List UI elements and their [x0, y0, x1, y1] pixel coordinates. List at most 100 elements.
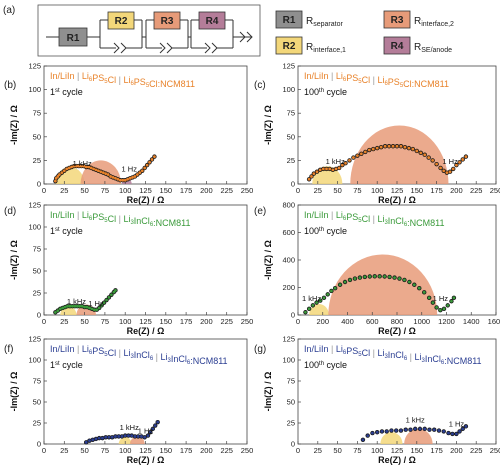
cell-config-label: In/LiIn | Li6PS5Cl | Li3InCl6 | Li3InCl6… — [50, 344, 228, 366]
cell-text: PS — [92, 73, 104, 83]
frequency-annotation: 1 kHz — [302, 294, 321, 303]
cell-subscript: 6 — [343, 77, 347, 83]
data-point — [92, 167, 95, 171]
data-point — [107, 296, 111, 299]
data-point — [375, 146, 379, 150]
data-point — [411, 147, 415, 151]
data-point — [325, 167, 328, 171]
circuit-r3 — [153, 11, 181, 30]
data-point — [455, 163, 458, 167]
x-tick-label: 75 — [101, 186, 109, 195]
data-point — [148, 430, 152, 434]
cycle-label: 1st cycle — [50, 360, 83, 370]
data-point — [461, 427, 465, 431]
cell-separator: | — [75, 210, 82, 220]
data-point — [145, 163, 149, 167]
x-tick-label: 50 — [333, 446, 341, 455]
data-point — [97, 169, 100, 173]
data-point — [78, 304, 82, 308]
frequency-annotation: 1 Hz — [138, 426, 154, 435]
x-tick-label: 175 — [430, 186, 443, 195]
cycle-superscript: st — [55, 227, 60, 233]
legend-text-r1: Rseparator — [306, 16, 343, 28]
y-tick-label: 50 — [287, 132, 295, 141]
y-tick-label: 25 — [33, 289, 41, 298]
x-tick-label: 25 — [314, 446, 322, 455]
y-tick-label: 125 — [28, 335, 41, 344]
cell-text: Cl — [108, 348, 117, 358]
cell-config-label: In/LiIn | Li6PS5Cl | Li6PS5Cl:NCM811 — [304, 71, 449, 89]
data-point — [114, 435, 117, 438]
legend-code-r4: R4 — [391, 41, 404, 52]
data-point — [322, 296, 326, 300]
panel-label: (e) — [254, 206, 266, 217]
data-point — [371, 147, 375, 151]
cell-subscript: 6 — [441, 360, 445, 366]
x-tick-label: 50 — [80, 186, 88, 195]
y-tick-label: 125 — [28, 62, 41, 71]
nyquist-panel: (d) 0 25 50 75 100 125 150 175 200 225 250 0 25 50 75 10… — [4, 201, 253, 337]
data-point — [428, 428, 431, 432]
x-tick-label: 25 — [60, 186, 68, 195]
x-tick-label: 200 — [200, 186, 213, 195]
data-point — [423, 153, 427, 157]
frequency-annotation: 1 Hz — [449, 420, 465, 429]
cell-text: InCl — [388, 216, 404, 226]
data-point — [318, 168, 322, 172]
cell-text: Cl:NCM811 — [149, 79, 195, 89]
y-tick-label: 0 — [37, 440, 41, 449]
data-point — [85, 305, 89, 309]
cell-text: InCl — [388, 350, 404, 360]
y-tick-label: 75 — [287, 109, 295, 118]
cycle-label: 100th cycle — [304, 360, 347, 370]
data-point — [133, 175, 137, 178]
cell-text: Cl — [362, 75, 371, 85]
frequency-annotation: 1 kHz — [73, 159, 92, 168]
data-point — [117, 435, 121, 438]
y-tick-label: 0 — [291, 180, 295, 189]
y-tick-label: 100 — [28, 356, 41, 365]
cell-text: In/LiIn — [304, 210, 329, 220]
panel-label: (b) — [4, 80, 16, 91]
data-point — [431, 159, 435, 162]
data-point — [106, 173, 110, 176]
cpe-symbol — [239, 31, 253, 43]
y-axis-label: -Im(Z) / Ω — [263, 105, 273, 145]
data-point — [307, 177, 311, 181]
x-tick-label: 100 — [119, 446, 132, 455]
x-tick-label: 0 — [296, 446, 300, 455]
cell-separator: | — [329, 344, 336, 354]
data-point — [352, 156, 355, 159]
y-tick-label: 25 — [33, 419, 41, 428]
data-point — [337, 166, 341, 170]
data-point — [94, 168, 98, 172]
y-tick-label: 75 — [33, 245, 41, 254]
cell-text: :NCM811 — [153, 218, 190, 228]
data-point — [130, 434, 134, 437]
cell-subscript: 6 — [150, 222, 154, 228]
y-tick-label: 400 — [282, 256, 295, 265]
data-point — [344, 161, 347, 165]
cell-subscript: 3 — [130, 220, 134, 226]
y-tick-label: 0 — [37, 311, 41, 320]
cell-text: Cl — [108, 75, 117, 85]
data-point — [363, 275, 367, 279]
y-tick-label: 0 — [37, 180, 41, 189]
data-point — [371, 431, 374, 435]
x-tick-label: 200 — [200, 317, 213, 326]
cell-text: In/LiIn — [50, 71, 75, 81]
data-point — [311, 303, 315, 307]
data-point — [432, 428, 436, 432]
data-point — [383, 144, 387, 148]
data-point — [53, 310, 57, 314]
x-tick-label: 100 — [371, 446, 384, 455]
cell-subscript: 6 — [384, 81, 388, 87]
x-tick-label: 150 — [411, 446, 424, 455]
cell-separator: | — [116, 348, 123, 358]
legend-sub-r2: interface,1 — [313, 47, 346, 54]
x-tick-label: 150 — [160, 317, 173, 326]
cell-subscript: 3 — [130, 354, 134, 360]
legend-code-r2: R2 — [283, 41, 296, 52]
cell-text: PS — [346, 73, 358, 83]
cycle-number: 1 — [50, 226, 55, 236]
